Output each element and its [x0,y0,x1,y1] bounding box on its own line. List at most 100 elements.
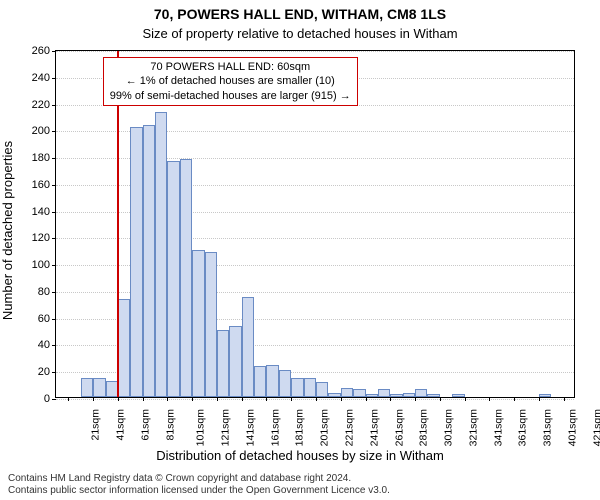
x-tick-label: 321sqm [467,409,479,446]
annotation-line: ← 1% of detached houses are smaller (10) [110,74,351,88]
x-tick-label: 421sqm [591,409,600,446]
y-tick-label: 0 [44,393,50,405]
histogram-bar [180,159,192,397]
x-tick-label: 101sqm [195,409,207,446]
y-tick-mark [52,131,56,132]
x-tick-label: 301sqm [442,409,454,446]
x-tick-label: 161sqm [269,409,281,446]
histogram-bar [353,389,365,397]
y-tick-label: 140 [32,206,50,218]
histogram-bar [130,127,142,397]
histogram-bar [217,330,229,397]
histogram-bar [366,394,378,397]
annotation-line: 99% of semi-detached houses are larger (… [110,89,351,103]
histogram-bar [415,389,427,397]
footer-line-1: Contains HM Land Registry data © Crown c… [8,473,592,485]
x-tick-mark [68,397,69,401]
y-tick-label: 260 [32,45,50,57]
histogram-bar [328,393,340,397]
histogram-bar [316,382,328,397]
x-tick-label: 81sqm [164,409,176,441]
x-tick-label: 21sqm [90,409,102,441]
x-tick-label: 181sqm [294,409,306,446]
annotation-box: 70 POWERS HALL END: 60sqm← 1% of detache… [103,57,358,106]
histogram-bar [93,378,105,397]
y-tick-label: 40 [38,339,50,351]
x-tick-mark [390,397,391,401]
histogram-bar [254,366,266,397]
footer-line-2: Contains public sector information licen… [8,485,592,497]
y-tick-mark [52,78,56,79]
y-tick-mark [52,105,56,106]
y-tick-label: 100 [32,259,50,271]
x-tick-label: 381sqm [541,409,553,446]
histogram-bar [118,299,130,397]
x-tick-mark [415,397,416,401]
histogram-bar [229,326,241,397]
x-tick-mark [93,397,94,401]
x-tick-mark [440,397,441,401]
x-tick-mark [514,397,515,401]
histogram-bar [390,394,402,397]
y-tick-label: 80 [38,286,50,298]
histogram-bar [155,112,167,397]
x-tick-label: 401sqm [566,409,578,446]
histogram-bar [291,378,303,397]
y-tick-mark [52,238,56,239]
x-tick-label: 41sqm [115,409,127,441]
y-tick-mark [52,212,56,213]
y-tick-label: 240 [32,72,50,84]
y-tick-mark [52,345,56,346]
grid-line [56,51,574,52]
x-axis-label: Distribution of detached houses by size … [0,448,600,463]
chart-title-sub: Size of property relative to detached ho… [0,26,600,41]
y-tick-mark [52,185,56,186]
x-tick-label: 201sqm [319,409,331,446]
x-tick-mark [316,397,317,401]
x-tick-mark [242,397,243,401]
histogram-bar [403,393,415,397]
x-tick-mark [539,397,540,401]
x-tick-mark [366,397,367,401]
y-tick-mark [52,51,56,52]
y-tick-mark [52,292,56,293]
histogram-bar [539,394,551,397]
y-tick-label: 200 [32,125,50,137]
x-tick-label: 261sqm [393,409,405,446]
x-tick-mark [192,397,193,401]
y-tick-label: 60 [38,313,50,325]
y-tick-label: 20 [38,366,50,378]
y-tick-mark [52,158,56,159]
histogram-bar [81,378,93,397]
y-tick-label: 160 [32,179,50,191]
x-tick-mark [143,397,144,401]
grid-line [56,399,574,400]
y-tick-label: 220 [32,99,50,111]
histogram-bar [167,161,179,397]
histogram-bar [279,370,291,397]
x-tick-label: 221sqm [343,409,355,446]
x-tick-label: 141sqm [244,409,256,446]
chart-title-main: 70, POWERS HALL END, WITHAM, CM8 1LS [0,6,600,22]
y-tick-mark [52,372,56,373]
histogram-bar [205,252,217,397]
histogram-bar [452,394,464,397]
x-tick-label: 361sqm [517,409,529,446]
x-tick-label: 241sqm [368,409,380,446]
histogram-bar [192,250,204,397]
x-tick-mark [167,397,168,401]
histogram-bar [378,389,390,397]
x-tick-mark [266,397,267,401]
x-tick-mark [489,397,490,401]
histogram-bar [341,388,353,397]
y-tick-mark [52,265,56,266]
histogram-bar [266,365,278,397]
x-tick-mark [118,397,119,401]
y-tick-label: 180 [32,152,50,164]
x-tick-label: 341sqm [492,409,504,446]
x-tick-label: 121sqm [220,409,232,446]
x-tick-mark [465,397,466,401]
x-tick-label: 281sqm [418,409,430,446]
x-tick-mark [291,397,292,401]
footer-attribution: Contains HM Land Registry data © Crown c… [8,473,592,496]
